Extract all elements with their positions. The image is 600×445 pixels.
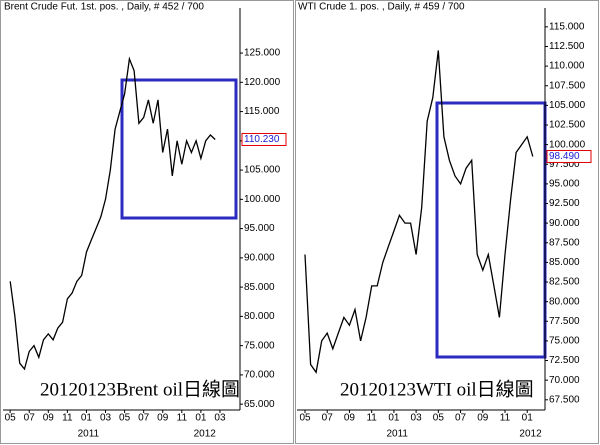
x-tick-label: 09 [43, 413, 55, 424]
x-tick-label: 01 [81, 413, 93, 424]
y-tick-label: 87.500 [549, 237, 580, 248]
y-tick-label: 75.000 [549, 336, 580, 347]
x-tick-label: 03 [411, 413, 423, 424]
chart-title: WTI Crude 1. pos. , Daily, # 459 / 700 [298, 2, 465, 13]
y-tick-label: 95.000 [549, 179, 580, 190]
x-tick-label: 05 [119, 413, 131, 424]
year-label: 2011 [386, 429, 408, 440]
y-tick-label: 72.500 [549, 355, 580, 366]
x-tick-label: 09 [344, 413, 356, 424]
y-tick-label: 105.000 [244, 165, 281, 176]
annotation: 20120123Brent oil日線圖 [40, 378, 240, 400]
x-tick-label: 09 [157, 413, 169, 424]
y-tick-label: 67.500 [549, 394, 580, 405]
last-price-label: 110.230 [244, 134, 280, 145]
y-tick-label: 90.000 [549, 218, 580, 229]
y-tick-label: 77.500 [549, 316, 580, 327]
y-tick-label: 90.000 [244, 253, 275, 264]
year-label: 2011 [78, 429, 100, 440]
last-price-box [546, 149, 592, 163]
x-tick-label: 01 [388, 413, 400, 424]
y-tick-label: 107.500 [549, 80, 586, 91]
panel-frame [0, 0, 294, 444]
x-tick-label: 11 [62, 413, 73, 424]
y-tick-label: 100.000 [244, 194, 281, 205]
x-tick-label: 05 [433, 413, 445, 424]
y-tick-label: 95.000 [244, 223, 275, 234]
x-tick-label: 05 [5, 413, 17, 424]
y-tick-label: 70.000 [549, 375, 580, 386]
year-label: 2012 [194, 429, 217, 440]
x-tick-label: 09 [477, 413, 489, 424]
x-tick-label: 07 [24, 413, 36, 424]
y-tick-label: 70.000 [244, 370, 275, 381]
y-tick-label: 100.000 [549, 139, 586, 150]
y-tick-label: 105.000 [549, 100, 586, 111]
y-tick-label: 112.500 [549, 41, 585, 52]
y-tick-label: 110.000 [549, 61, 585, 72]
x-tick-label: 11 [366, 413, 377, 424]
x-tick-label: 01 [522, 413, 534, 424]
x-tick-label: 07 [138, 413, 150, 424]
x-tick-label: 07 [322, 413, 334, 424]
price-line [9, 56, 216, 371]
y-tick-label: 115.000 [244, 106, 280, 117]
y-tick-label: 97.500 [549, 159, 580, 170]
x-tick-label: 11 [177, 413, 188, 424]
y-tick-label: 65.000 [244, 399, 275, 410]
x-tick-label: 01 [195, 413, 207, 424]
y-tick-label: 120.000 [244, 77, 281, 88]
year-label: 2012 [519, 429, 542, 440]
y-tick-label: 92.500 [549, 198, 580, 209]
y-tick-label: 82.500 [549, 277, 580, 288]
y-tick-label: 80.000 [244, 311, 275, 322]
x-tick-label: 11 [500, 413, 511, 424]
chart-title: Brent Crude Fut. 1st. pos. , Daily, # 45… [4, 2, 204, 13]
annotation: 20120123WTI oil日線圖 [340, 378, 534, 400]
x-tick-label: 05 [299, 413, 311, 424]
x-tick-label: 03 [214, 413, 226, 424]
y-tick-label: 85.000 [549, 257, 580, 268]
y-tick-label: 125.000 [244, 48, 281, 59]
highlight-box [120, 78, 238, 220]
y-tick-label: 80.000 [549, 296, 580, 307]
x-tick-label: 07 [455, 413, 467, 424]
last-price-box [241, 132, 287, 146]
last-price-label: 98.490 [549, 151, 580, 162]
x-tick-label: 03 [100, 413, 112, 424]
panel-frame [295, 0, 599, 444]
price-line [304, 50, 534, 374]
y-tick-label: 115.000 [549, 21, 585, 32]
y-tick-label: 85.000 [244, 282, 275, 293]
y-tick-label: 75.000 [244, 340, 275, 351]
y-tick-label: 102.500 [549, 120, 586, 131]
